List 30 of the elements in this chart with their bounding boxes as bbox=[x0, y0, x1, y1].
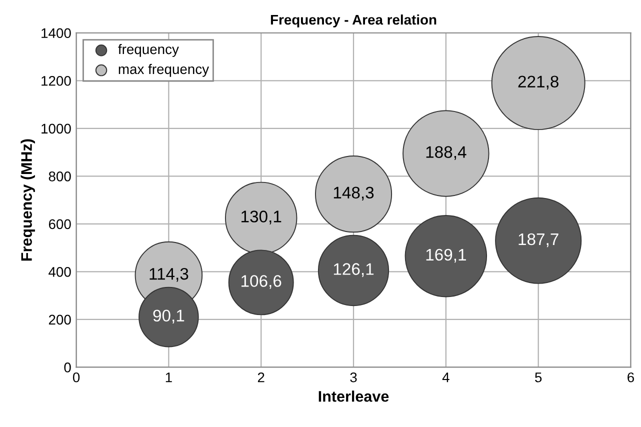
y-tick-label: 1200 bbox=[42, 76, 71, 86]
data-label: 106,6 bbox=[242, 275, 282, 289]
legend-label: max frequency bbox=[118, 64, 210, 77]
y-tick-label: 800 bbox=[48, 172, 71, 182]
data-label: 169,1 bbox=[426, 248, 466, 263]
data-label: 130,1 bbox=[242, 210, 282, 224]
data-label: 221,8 bbox=[518, 76, 558, 90]
y-tick-label: 600 bbox=[48, 219, 71, 230]
legend-label: frequency bbox=[118, 44, 179, 57]
x-tick-label: 2 bbox=[258, 372, 264, 382]
data-label: 148,3 bbox=[334, 186, 374, 201]
y-tick-label: 0 bbox=[64, 362, 71, 372]
y-axis-title: Frequency (MHz) bbox=[20, 139, 35, 261]
y-tick-label: 1000 bbox=[42, 124, 71, 134]
x-tick-label: 0 bbox=[72, 372, 80, 382]
x-tick-label: 4 bbox=[442, 372, 450, 382]
x-tick-label: 6 bbox=[628, 372, 634, 382]
data-label: 114,3 bbox=[150, 268, 188, 282]
y-tick-label: 200 bbox=[48, 314, 71, 325]
y-tick-label: 400 bbox=[48, 267, 71, 277]
data-label: 187,7 bbox=[518, 233, 558, 248]
data-label: 126,1 bbox=[334, 263, 374, 277]
data-label: 90,1 bbox=[153, 310, 184, 324]
data-label: 188,4 bbox=[426, 146, 466, 160]
y-tick-label: 1400 bbox=[42, 28, 71, 38]
x-tick-label: 1 bbox=[166, 372, 172, 382]
x-tick-label: 5 bbox=[535, 372, 542, 382]
x-axis-title: Interleave bbox=[318, 390, 389, 402]
x-tick-label: 3 bbox=[350, 372, 357, 382]
chart-title: Frequency - Area relation bbox=[270, 14, 436, 28]
